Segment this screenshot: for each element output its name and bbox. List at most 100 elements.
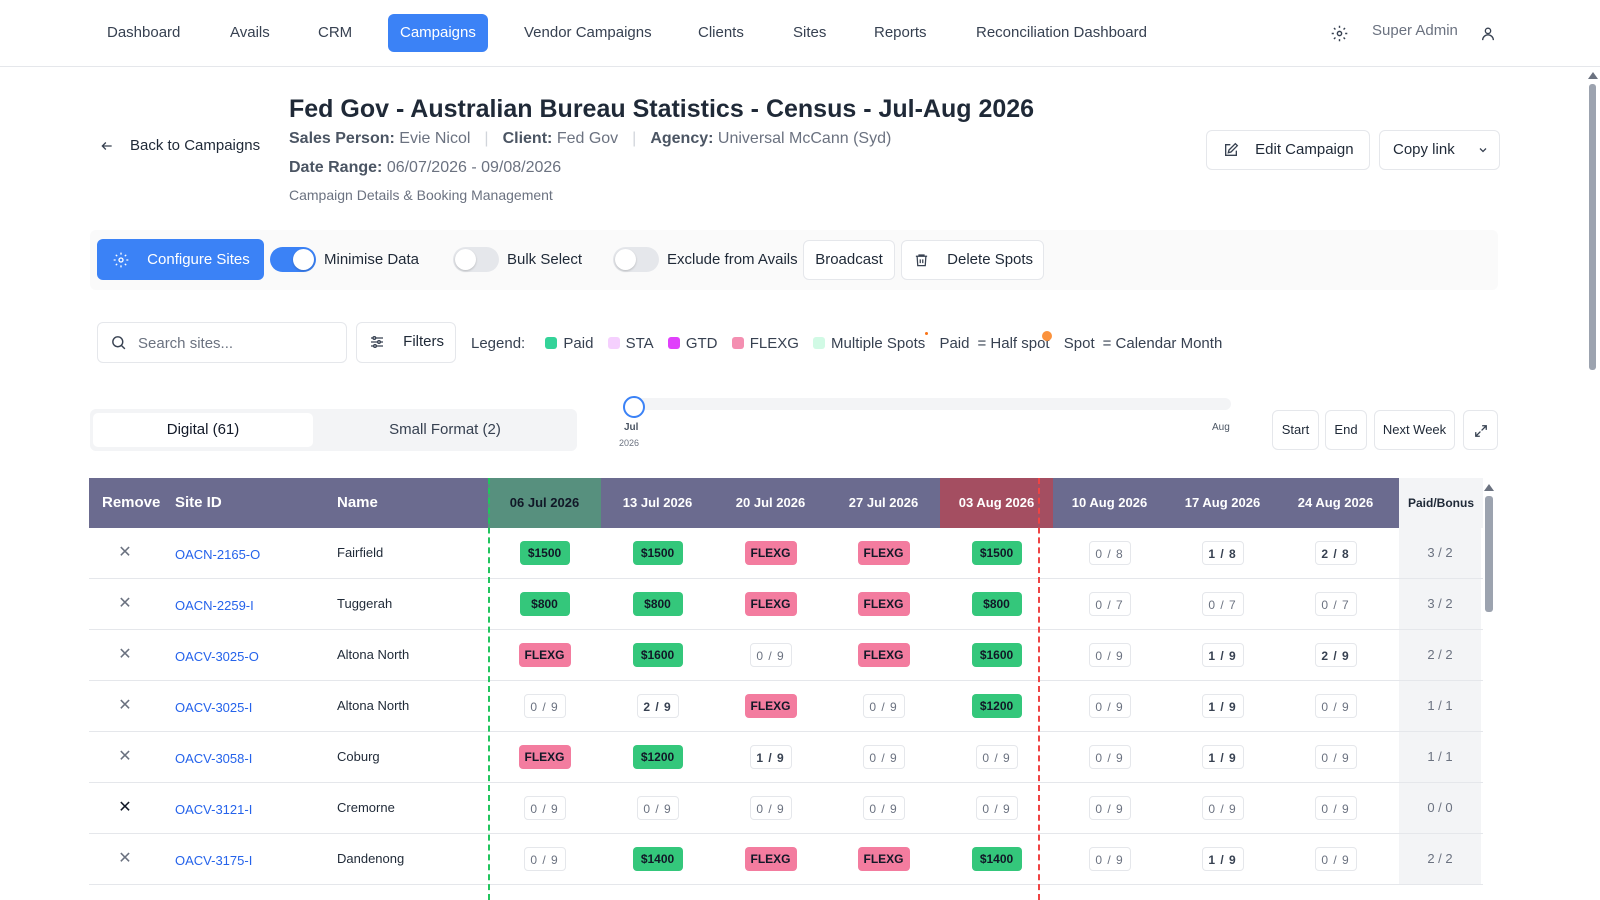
- booking-cell[interactable]: 0 / 9: [975, 745, 1018, 769]
- booking-cell[interactable]: 0 / 9: [1088, 796, 1131, 820]
- nav-sites[interactable]: Sites: [793, 24, 827, 41]
- booking-cell[interactable]: FLEXG: [857, 592, 910, 616]
- booking-cell[interactable]: $800: [971, 592, 1022, 616]
- expand-button[interactable]: [1463, 410, 1498, 450]
- booking-cell[interactable]: $800: [632, 592, 683, 616]
- booking-cell[interactable]: $1200: [971, 694, 1022, 718]
- nav-reports[interactable]: Reports: [874, 24, 927, 41]
- booking-cell[interactable]: 0 / 9: [862, 745, 905, 769]
- booking-cell[interactable]: 0 / 9: [749, 796, 792, 820]
- tab-digital[interactable]: Digital (61): [93, 413, 313, 447]
- remove-row-icon[interactable]: ✕: [118, 595, 132, 612]
- minimise-data-toggle[interactable]: [270, 247, 316, 272]
- booking-cell[interactable]: FLEXG: [857, 847, 910, 871]
- edit-campaign-button[interactable]: Edit Campaign: [1206, 130, 1370, 170]
- site-id-link[interactable]: OACN-2165-O: [175, 547, 261, 562]
- booking-cell[interactable]: $1400: [632, 847, 683, 871]
- booking-cell[interactable]: $1500: [519, 541, 570, 565]
- exclude-from-avails-toggle[interactable]: [613, 247, 659, 272]
- tab-small-format[interactable]: Small Format (2): [389, 421, 501, 438]
- site-id-link[interactable]: OACV-3058-I: [175, 751, 253, 766]
- site-id-link[interactable]: OACV-3121-I: [175, 802, 253, 817]
- booking-cell[interactable]: 1 / 8: [1201, 541, 1244, 565]
- booking-cell[interactable]: $1400: [971, 847, 1022, 871]
- search-input[interactable]: [138, 332, 333, 354]
- timeline-handle[interactable]: [623, 396, 645, 418]
- table-scrollbar[interactable]: [1485, 496, 1493, 612]
- booking-cell[interactable]: 0 / 9: [749, 643, 792, 667]
- booking-cell[interactable]: 0 / 7: [1314, 592, 1357, 616]
- booking-cell[interactable]: $1500: [632, 541, 683, 565]
- remove-row-icon[interactable]: ✕: [118, 697, 132, 714]
- nav-clients[interactable]: Clients: [698, 24, 744, 41]
- booking-cell[interactable]: 0 / 9: [1201, 796, 1244, 820]
- page-scroll-up-arrow[interactable]: [1588, 72, 1598, 79]
- configure-sites-button[interactable]: Configure Sites: [97, 239, 264, 280]
- timeline-start-button[interactable]: Start: [1272, 410, 1319, 450]
- timeline-end-button[interactable]: End: [1325, 410, 1367, 450]
- booking-cell[interactable]: 1 / 9: [1201, 643, 1244, 667]
- bulk-select-toggle[interactable]: [453, 247, 499, 272]
- back-to-campaigns-link[interactable]: Back to Campaigns: [100, 137, 260, 154]
- filters-button[interactable]: Filters: [356, 322, 456, 363]
- booking-cell[interactable]: FLEXG: [744, 592, 797, 616]
- booking-cell[interactable]: 0 / 8: [1088, 541, 1131, 565]
- booking-cell[interactable]: 2 / 9: [1314, 643, 1357, 667]
- booking-cell[interactable]: FLEXG: [744, 694, 797, 718]
- nav-avails[interactable]: Avails: [230, 24, 270, 41]
- booking-cell[interactable]: 0 / 9: [1314, 694, 1357, 718]
- booking-cell[interactable]: 0 / 9: [1088, 847, 1131, 871]
- site-id-link[interactable]: OACV-3025-I: [175, 700, 253, 715]
- booking-cell[interactable]: FLEXG: [857, 541, 910, 565]
- booking-cell[interactable]: 0 / 9: [523, 694, 566, 718]
- page-scrollbar[interactable]: [1589, 84, 1596, 370]
- table-scroll-up-arrow[interactable]: [1484, 484, 1494, 491]
- booking-cell[interactable]: 0 / 7: [1201, 592, 1244, 616]
- gear-icon[interactable]: [1331, 24, 1348, 42]
- booking-cell[interactable]: 1 / 9: [1201, 847, 1244, 871]
- booking-cell[interactable]: 0 / 9: [1314, 745, 1357, 769]
- booking-cell[interactable]: 0 / 9: [1088, 694, 1131, 718]
- booking-cell[interactable]: 0 / 9: [1088, 643, 1131, 667]
- user-icon[interactable]: [1480, 24, 1496, 42]
- site-id-link[interactable]: OACN-2259-I: [175, 598, 254, 613]
- booking-cell[interactable]: $800: [519, 592, 570, 616]
- remove-row-icon[interactable]: ✕: [118, 646, 132, 663]
- booking-cell[interactable]: $1200: [632, 745, 683, 769]
- booking-cell[interactable]: 1 / 9: [749, 745, 792, 769]
- nav-vendor-campaigns[interactable]: Vendor Campaigns: [524, 24, 652, 41]
- booking-cell[interactable]: FLEXG: [518, 643, 571, 667]
- booking-cell[interactable]: $1600: [632, 643, 683, 667]
- site-id-link[interactable]: OACV-3175-I: [175, 853, 253, 868]
- booking-cell[interactable]: 0 / 9: [1314, 847, 1357, 871]
- booking-cell[interactable]: $1500: [971, 541, 1022, 565]
- site-id-link[interactable]: OACV-3025-O: [175, 649, 259, 664]
- booking-cell[interactable]: 0 / 9: [523, 847, 566, 871]
- remove-row-icon[interactable]: ✕: [118, 544, 132, 561]
- booking-cell[interactable]: $1600: [971, 643, 1022, 667]
- nav-crm[interactable]: CRM: [318, 24, 353, 41]
- booking-cell[interactable]: 0 / 7: [1088, 592, 1131, 616]
- nav-reconciliation-dashboard[interactable]: Reconciliation Dashboard: [976, 24, 1147, 41]
- booking-cell[interactable]: 1 / 9: [1201, 694, 1244, 718]
- timeline-track[interactable]: [625, 398, 1231, 410]
- nav-campaigns[interactable]: Campaigns: [388, 14, 488, 52]
- booking-cell[interactable]: FLEXG: [518, 745, 571, 769]
- delete-spots-button[interactable]: Delete Spots: [901, 240, 1044, 280]
- next-week-button[interactable]: Next Week: [1374, 410, 1455, 450]
- booking-cell[interactable]: 0 / 9: [862, 694, 905, 718]
- booking-cell[interactable]: 2 / 8: [1314, 541, 1357, 565]
- remove-row-icon[interactable]: ✕: [118, 799, 132, 816]
- booking-cell[interactable]: FLEXG: [744, 541, 797, 565]
- nav-dashboard[interactable]: Dashboard: [107, 24, 181, 41]
- booking-cell[interactable]: 0 / 9: [862, 796, 905, 820]
- booking-cell[interactable]: FLEXG: [857, 643, 910, 667]
- booking-cell[interactable]: 0 / 9: [975, 796, 1018, 820]
- broadcast-button[interactable]: Broadcast: [803, 240, 895, 280]
- booking-cell[interactable]: 0 / 9: [1314, 796, 1357, 820]
- booking-cell[interactable]: 1 / 9: [1201, 745, 1244, 769]
- booking-cell[interactable]: 0 / 9: [523, 796, 566, 820]
- remove-row-icon[interactable]: ✕: [118, 850, 132, 867]
- booking-cell[interactable]: 0 / 9: [1088, 745, 1131, 769]
- remove-row-icon[interactable]: ✕: [118, 748, 132, 765]
